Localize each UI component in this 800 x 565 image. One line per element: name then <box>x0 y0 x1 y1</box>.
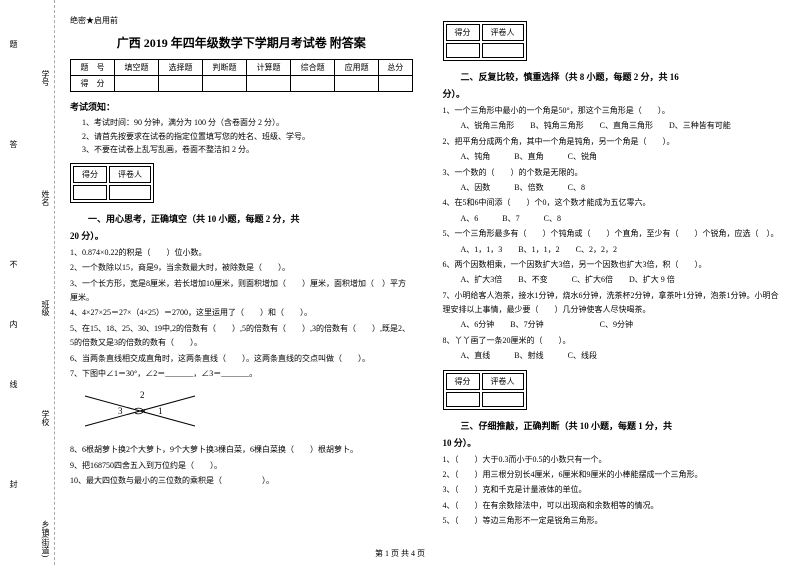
angle-3: 3 <box>118 406 123 416</box>
q7: 7、下图中∠1＝30°，∠2＝_______，∠3＝_______。 <box>70 367 413 381</box>
c2-opts: A、钝角 B、直角 C、锐角 <box>461 150 786 164</box>
q1: 1、0.874×0.22的积是（ ）位小数。 <box>70 246 413 260</box>
c3-opts: A、因数 B、倍数 C、8 <box>461 181 786 195</box>
c6: 6、两个因数相乘，一个因数扩大3倍，另一个因数也扩大3倍，积（ ）。 <box>443 258 786 272</box>
j4: 4、（ ）在有余数除法中，可以出现商和余数相等的情况。 <box>443 499 786 513</box>
j2: 2、（ ）用三根分别长4厘米，6厘米和9厘米的小棒能摆成一个三角形。 <box>443 468 786 482</box>
th-3: 判断题 <box>203 60 247 76</box>
angle-1: 1 <box>158 406 163 416</box>
no-char: 不 <box>8 260 19 268</box>
c4: 4、在5和6中间添（ ）个0，这个数才能成为五亿零六。 <box>443 196 786 210</box>
field-class: 班级 <box>40 300 51 316</box>
notice-3: 3、不要在试卷上乱写乱画，卷面不整洁扣 2 分。 <box>82 143 413 157</box>
exam-title: 广西 2019 年四年级数学下学期月考试卷 附答案 <box>70 34 413 51</box>
c1: 1、一个三角形中最小的一个角是50°，那这个三角形是（ ）。 <box>443 104 786 118</box>
c7: 7、小明给客人泡茶，接水1分钟，烧水6分钟，洗茶杯2分钟，拿茶叶1分钟，泡茶1分… <box>443 289 786 318</box>
j1: 1、（ ）大于0.3而小于0.5的小数只有一个。 <box>443 453 786 467</box>
q10: 10、最大四位数与最小的三位数的乘积是（ ）。 <box>70 474 413 488</box>
scorebox-1: 得分评卷人 <box>70 163 154 203</box>
c3: 3、一个数的（ ）的个数是无限的。 <box>443 166 786 180</box>
c7-opts: A、6分钟 B、7分钟 C、9分钟 <box>461 318 786 332</box>
sc-4[interactable] <box>247 76 291 92</box>
score-value-row: 得 分 <box>71 76 413 92</box>
section-3-header-b: 10 分）。 <box>443 436 786 449</box>
q2: 2、一个数除以15，商是9，当余数最大时，被除数是（ ）。 <box>70 261 413 275</box>
score-header-row: 题 号 填空题 选择题 判断题 计算题 综合题 应用题 总分 <box>71 60 413 76</box>
binding-margin: 乡镇(街道) 学校 班级 姓名 学号 封 线 内 不 答 题 <box>0 0 55 565</box>
c4-opts: A、6 B、7 C、8 <box>461 212 786 226</box>
sb2-d[interactable] <box>482 43 524 58</box>
notice-list: 1、考试时间：90 分钟，满分为 100 分（含卷面分 2 分）。 2、请首先按… <box>70 116 413 157</box>
q3: 3、一个长方形，宽是8厘米，若长增加10厘米，则面积增加（ ）厘米，面积增加（ … <box>70 277 413 306</box>
angle-diagram: 2 3 1 <box>80 386 200 436</box>
th-0: 题 号 <box>71 60 115 76</box>
ans-char: 答 <box>8 140 19 148</box>
c1-opts: A、锐角三角形 B、钝角三角形 C、直角三角形 D、三种皆有可能 <box>461 119 786 133</box>
field-id: 学号 <box>40 70 51 86</box>
c8-opts: A、直线 B、射线 C、线段 <box>461 349 786 363</box>
q9: 9、把168750四舍五入到万位约是（ ）。 <box>70 459 413 473</box>
sb3-c[interactable] <box>446 392 480 407</box>
field-name: 姓名 <box>40 190 51 206</box>
scorebox-3: 得分评卷人 <box>443 370 527 410</box>
c2: 2、把平角分成两个角，其中一个角是钝角，另一个角是（ ）。 <box>443 135 786 149</box>
sc-2[interactable] <box>159 76 203 92</box>
scorebox-2: 得分评卷人 <box>443 21 527 61</box>
notice-header: 考试须知： <box>70 100 413 113</box>
inner-char: 内 <box>8 320 19 328</box>
notice-2: 2、请首先按要求在试卷的指定位置填写您的姓名、班级、学号。 <box>82 130 413 144</box>
secret-label: 绝密★启用前 <box>70 15 413 26</box>
c8: 8、丫丫画了一条20厘米的（ ）。 <box>443 334 786 348</box>
sb1-a: 得分 <box>73 166 107 183</box>
section-3-header: 三、仔细推敲，正确判断（共 10 小题，每题 1 分，共 <box>443 419 786 432</box>
c6-opts: A、扩大3倍 B、不变 C、扩大6倍 D、扩大 9 倍 <box>461 273 786 287</box>
sc-1[interactable] <box>115 76 159 92</box>
sb1-d[interactable] <box>109 185 151 200</box>
sc-6[interactable] <box>335 76 379 92</box>
angle-2: 2 <box>140 390 145 400</box>
c5-opts: A、1，1，3 B、1，1，2 C、2，2，2 <box>461 243 786 257</box>
th-6: 应用题 <box>335 60 379 76</box>
section-2-header: 二、反复比较，慎重选择（共 8 小题，每题 2 分，共 16 <box>443 70 786 83</box>
section-1-header: 一、用心思考，正确填空（共 10 小题，每题 2 分，共 <box>70 212 413 225</box>
page-columns: 绝密★启用前 广西 2019 年四年级数学下学期月考试卷 附答案 题 号 填空题… <box>70 15 785 540</box>
q5: 5、在15、18、25、30、19中,2的倍数有（ ）,5的倍数有（ ）,3的倍… <box>70 322 413 351</box>
sb2-c[interactable] <box>446 43 480 58</box>
seal-char: 封 <box>8 480 19 488</box>
th-2: 选择题 <box>159 60 203 76</box>
th-7: 总分 <box>379 60 412 76</box>
sc-7[interactable] <box>379 76 412 92</box>
field-school: 学校 <box>40 410 51 426</box>
sb2-b: 评卷人 <box>482 24 524 41</box>
j3: 3、（ ）克和千克是计量液体的单位。 <box>443 483 786 497</box>
th-1: 填空题 <box>115 60 159 76</box>
sb1-b: 评卷人 <box>109 166 151 183</box>
sb3-d[interactable] <box>482 392 524 407</box>
q4: 4、4×27×25＝27×（4×25）＝2700，这里运用了（ ）和（ ）。 <box>70 306 413 320</box>
line-char: 线 <box>8 380 19 388</box>
c5: 5、一个三角形最多有（ ）个钝角或（ ）个直角，至少有（ ）个锐角，应选（ ）。 <box>443 227 786 241</box>
ti-char: 题 <box>8 40 19 48</box>
q8: 8、6根胡萝卜换2个大萝卜，9个大萝卜换3棵白菜，6棵白菜换（ ）根胡萝卜。 <box>70 443 413 457</box>
notice-1: 1、考试时间：90 分钟，满分为 100 分（含卷面分 2 分）。 <box>82 116 413 130</box>
q6: 6、当两条直线相交成直角时，这两条直线（ ）。这两条直线的交点叫做（ ）。 <box>70 352 413 366</box>
sb3-a: 得分 <box>446 373 480 390</box>
row2-label: 得 分 <box>71 76 115 92</box>
sb1-c[interactable] <box>73 185 107 200</box>
th-4: 计算题 <box>247 60 291 76</box>
j5: 5、（ ）等边三角形不一定是锐角三角形。 <box>443 514 786 528</box>
score-table: 题 号 填空题 选择题 判断题 计算题 综合题 应用题 总分 得 分 <box>70 59 413 92</box>
section-1-header-b: 20 分）。 <box>70 229 413 242</box>
th-5: 综合题 <box>291 60 335 76</box>
sc-3[interactable] <box>203 76 247 92</box>
sb3-b: 评卷人 <box>482 373 524 390</box>
page-footer: 第 1 页 共 4 页 <box>0 548 800 559</box>
sb2-a: 得分 <box>446 24 480 41</box>
sc-5[interactable] <box>291 76 335 92</box>
section-2-header-b: 分）。 <box>443 87 786 100</box>
